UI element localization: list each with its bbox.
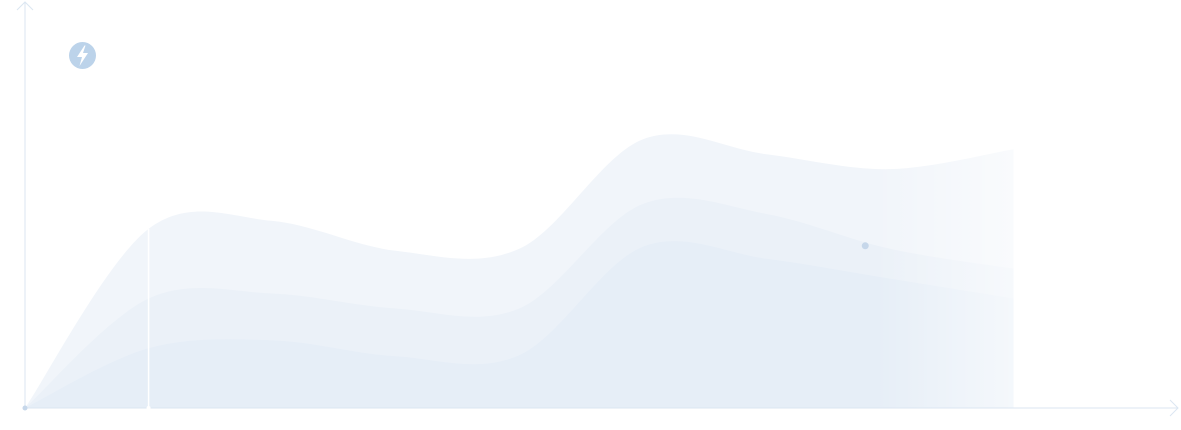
marks-layer bbox=[147, 228, 869, 408]
origin-dot bbox=[22, 405, 28, 411]
lightning-bolt-icon bbox=[69, 42, 96, 69]
y-axis-arrow bbox=[16, 1, 34, 11]
divider-dot bbox=[146, 406, 151, 410]
x-axis-arrow bbox=[1169, 399, 1179, 417]
data-point-marker bbox=[861, 242, 869, 250]
fade-overlay bbox=[500, 80, 1181, 410]
axes bbox=[16, 1, 1179, 417]
